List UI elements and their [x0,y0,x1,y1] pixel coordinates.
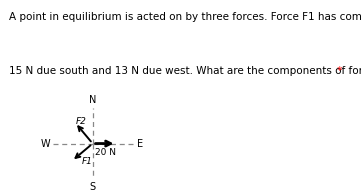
Text: 15 N due south and 13 N due west. What are the components of force F2?: 15 N due south and 13 N due west. What a… [9,66,361,76]
Text: N: N [89,95,96,105]
Text: E: E [136,138,143,149]
Text: 20 N: 20 N [95,148,116,157]
Text: F2: F2 [75,117,86,126]
Text: W: W [41,138,51,149]
Text: *: * [334,66,342,76]
Text: F1: F1 [82,157,93,166]
Text: A point in equilibrium is acted on by three forces. Force F1 has components: A point in equilibrium is acted on by th… [9,12,361,22]
Text: S: S [90,182,96,192]
